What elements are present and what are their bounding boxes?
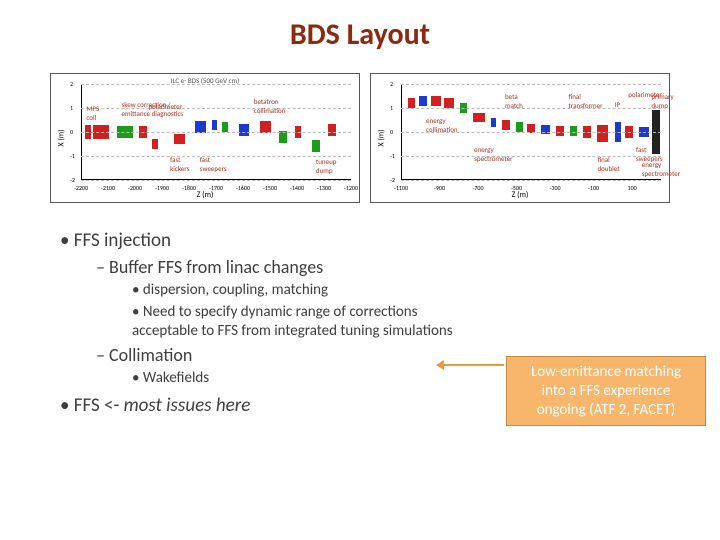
ytick: 1: [70, 104, 73, 112]
xtick: -1700: [209, 184, 223, 192]
chart-right: X (m) Z (m) -2-1012-1100-900-700-500-300…: [370, 73, 670, 203]
page-title: BDS Layout: [0, 0, 720, 53]
bullet-dispersion: dispersion, coupling, matching: [132, 281, 670, 300]
chart-annotation: MPScoll: [86, 104, 99, 122]
beamline-element: [174, 134, 185, 144]
xtick: -1800: [182, 184, 196, 192]
beamline-element: [473, 113, 485, 123]
xtick: -500: [511, 184, 522, 192]
xtick: -1100: [394, 184, 408, 192]
chart-annotation: IP: [615, 100, 620, 109]
callout-line1: Low-emittance matching: [531, 363, 681, 381]
beamline-element: [312, 140, 320, 152]
beamline-element: [239, 124, 250, 136]
chart-annotation: finaltransformer: [569, 92, 603, 110]
beamline-element: [222, 122, 227, 132]
ytick: 2: [390, 80, 393, 88]
chart-annotation: tuneupdump: [316, 157, 337, 175]
chart-annotation: fastsweepers: [200, 155, 227, 173]
chart-annotation: betamatch: [505, 92, 523, 110]
xtick: -300: [550, 184, 561, 192]
chart-annotation: energyspectrometer: [642, 160, 680, 178]
ffs-issues-em: most issues here: [124, 394, 251, 417]
callout-arrow-icon: [444, 364, 504, 366]
callout-line2: into a FFS experience: [542, 382, 671, 400]
bullet-ffs-injection: FFS injection: [60, 229, 670, 252]
beamline-element: [328, 124, 336, 136]
bullet-dynamic-range: Need to specify dynamic range of correct…: [132, 303, 670, 341]
beamline-element: [212, 120, 217, 130]
beamline-element: [516, 122, 524, 132]
beamline-element: [408, 98, 416, 108]
xtick: -1300: [317, 184, 331, 192]
chart-annotation: primarydump: [651, 92, 673, 110]
chart-row: ILC e- BDS (500 GeV cm) X (m) Z (m) -2-1…: [0, 73, 720, 203]
beamline-element: [556, 126, 564, 136]
beamline-element: [431, 96, 441, 106]
ytick: -1: [70, 152, 75, 160]
beamline-element: [597, 125, 609, 142]
chart-annotation: betatroncollimation: [254, 97, 286, 115]
xtick: -2200: [74, 184, 88, 192]
chart-left: ILC e- BDS (500 GeV cm) X (m) Z (m) -2-1…: [50, 73, 360, 203]
beamline-element: [419, 96, 427, 106]
ffs-issues-prefix: FFS <-: [74, 394, 124, 417]
ytick: -2: [390, 176, 395, 184]
xtick: -1400: [290, 184, 304, 192]
xtick: -1200: [344, 184, 358, 192]
ytick: 0: [70, 128, 73, 136]
callout-line3: ongoing (ATF 2, FACET): [537, 401, 676, 419]
beamline-element: [444, 98, 454, 108]
xtick: -2100: [101, 184, 115, 192]
xtick: -2000: [128, 184, 142, 192]
ytick: 2: [70, 80, 73, 88]
xtick: 100: [628, 184, 637, 192]
beamline-element: [152, 139, 157, 149]
bullet-buffer: Buffer FFS from linac changes: [96, 256, 670, 278]
ytick: -2: [70, 176, 75, 184]
chart-annotation: polarimeter: [149, 102, 183, 111]
beamline-element: [502, 120, 510, 130]
ytick: 1: [390, 104, 393, 112]
chart-left-ylabel: X (m): [57, 129, 67, 146]
xtick: -1900: [155, 184, 169, 192]
chart-annotation: energyspectrometer: [474, 145, 512, 163]
chart-annotation: finaldoublet: [597, 155, 619, 173]
xtick: -100: [588, 184, 599, 192]
ytick: 0: [390, 128, 393, 136]
chart-annotation: fastkickers: [170, 155, 189, 173]
xtick: -1600: [236, 184, 250, 192]
beamline-element: [491, 118, 497, 128]
ytick: -1: [390, 152, 395, 160]
xtick: -700: [473, 184, 484, 192]
chart-annotation: energycollimation: [426, 116, 458, 134]
xtick: -1500: [263, 184, 277, 192]
chart-right-ylabel: X (m): [377, 129, 387, 146]
callout-box: Low-emittance matching into a FFS experi…: [506, 356, 706, 426]
xtick: -900: [434, 184, 445, 192]
